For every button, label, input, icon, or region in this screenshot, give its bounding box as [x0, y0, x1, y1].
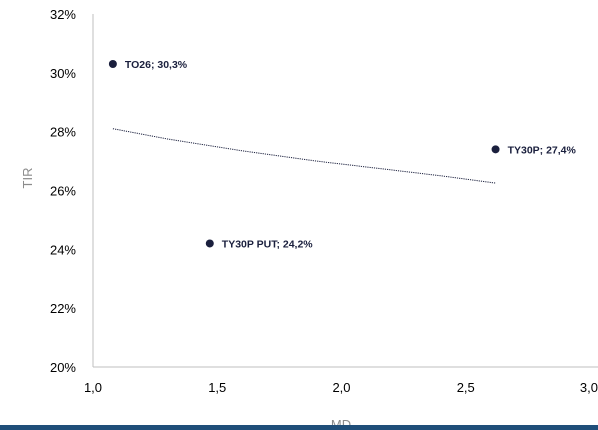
y-tick-label: 20% — [50, 360, 76, 375]
y-tick-label: 26% — [50, 184, 76, 199]
data-point-marker — [491, 145, 500, 154]
axes — [92, 14, 598, 368]
data-label: TY30P PUT; 24,2% — [222, 238, 314, 250]
y-tick-label: 22% — [50, 301, 76, 316]
data-point-marker — [108, 60, 117, 69]
x-tick-labels: 1,0 1,5 2,0 2,5 3,0 — [84, 380, 598, 395]
x-tick-label: 1,5 — [208, 380, 226, 395]
y-tick-labels: 20% 22% 24% 26% 28% 30% 32% — [50, 7, 76, 375]
data-points: TO26; 30,3% TY30P PUT; 24,2% TY30P; 27,4% — [108, 59, 577, 250]
data-label: TY30P; 27,4% — [508, 144, 577, 156]
y-axis-title: TIR — [20, 168, 35, 189]
x-tick-label: 2,0 — [332, 380, 350, 395]
y-tick-label: 24% — [50, 242, 76, 257]
trendline — [112, 128, 496, 184]
y-tick-label: 32% — [50, 7, 76, 22]
bottom-bar — [0, 425, 598, 430]
data-label: TO26; 30,3% — [125, 59, 188, 71]
y-tick-label: 28% — [50, 125, 76, 140]
y-tick-label: 30% — [50, 66, 76, 81]
x-tick-label: 1,0 — [84, 380, 102, 395]
data-point-marker — [205, 239, 214, 248]
x-tick-label: 3,0 — [580, 380, 598, 395]
x-tick-label: 2,5 — [457, 380, 475, 395]
